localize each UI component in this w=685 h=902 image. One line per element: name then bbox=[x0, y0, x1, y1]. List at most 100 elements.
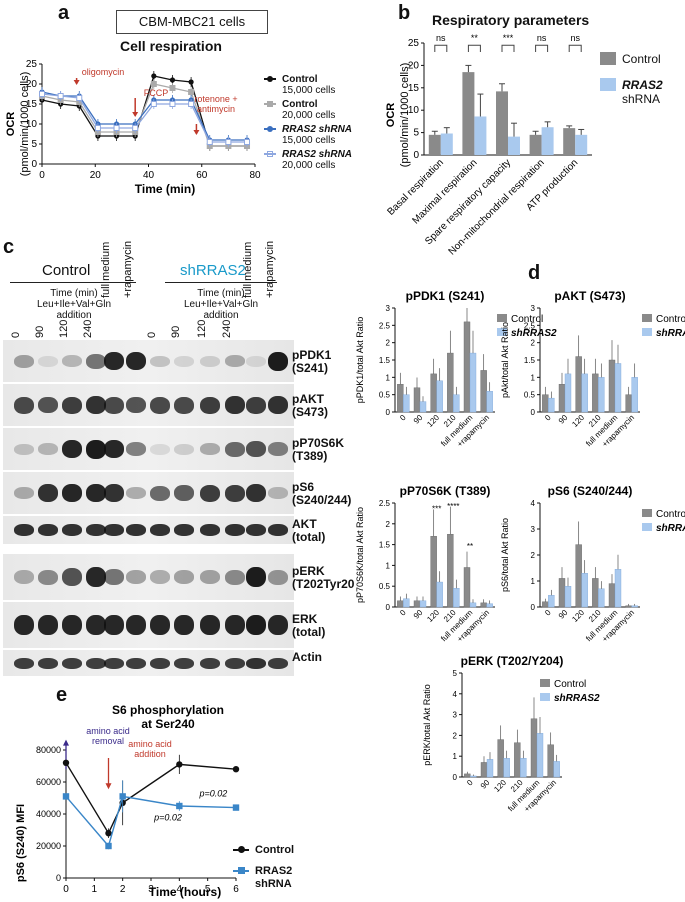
y-tick-label: 1 bbox=[531, 373, 536, 382]
bar bbox=[403, 598, 410, 608]
cell-line-header: CBM-MBC21 cells bbox=[116, 10, 268, 34]
significance-label: ** bbox=[467, 542, 473, 551]
lane-label: 240 bbox=[82, 319, 94, 338]
y-tick-label: 3 bbox=[531, 304, 536, 313]
data-point bbox=[188, 79, 194, 85]
significance-label: *** bbox=[503, 33, 514, 43]
y-tick-label: 40000 bbox=[36, 809, 61, 819]
legend-swatch bbox=[642, 523, 652, 531]
blot-band bbox=[246, 356, 266, 367]
y-tick-label: 2 bbox=[386, 520, 391, 529]
y-tick-label: 0.5 bbox=[379, 391, 391, 400]
data-point bbox=[62, 793, 70, 800]
time-label-control: Time (min) Leu+Ile+Val+Gln addition bbox=[36, 288, 112, 321]
panel-e-title-2: at Ser240 bbox=[141, 717, 195, 731]
bar bbox=[631, 377, 638, 413]
treatment-arrowhead bbox=[132, 112, 139, 117]
blot-band bbox=[126, 658, 146, 669]
y-tick-label: 0 bbox=[531, 408, 536, 417]
panel-b-title: Respiratory parameters bbox=[432, 12, 590, 28]
blot-band bbox=[246, 567, 266, 587]
data-point bbox=[151, 73, 157, 79]
y-tick-label: 0 bbox=[386, 408, 391, 417]
data-point bbox=[76, 95, 83, 101]
bar bbox=[486, 603, 493, 608]
legend-label: shRRAS2 bbox=[511, 328, 557, 339]
blot-panel bbox=[3, 650, 294, 676]
legend-item: Control 20,000 cells bbox=[262, 99, 352, 121]
bar bbox=[625, 394, 632, 413]
legend-item: RRAS2 shRNA 20,000 cells bbox=[262, 149, 352, 171]
blot-band bbox=[38, 443, 58, 455]
bar bbox=[419, 401, 427, 413]
data-point bbox=[232, 766, 240, 773]
y-tick-label: 1.5 bbox=[379, 541, 391, 550]
y-tick-label: 2.5 bbox=[379, 321, 391, 330]
blot-band bbox=[62, 524, 82, 536]
y-tick-label: 2.5 bbox=[379, 499, 391, 508]
group-label-control: Control bbox=[42, 262, 91, 279]
y-tick-label: 1 bbox=[453, 752, 458, 761]
bar bbox=[529, 134, 542, 155]
chart-title: pAKT (S473) bbox=[554, 289, 625, 303]
blot-band bbox=[225, 615, 245, 635]
x-tick-label: 120 bbox=[570, 413, 586, 429]
data-point bbox=[132, 125, 139, 131]
blot-band bbox=[104, 484, 124, 502]
x-tick-label: 0 bbox=[398, 413, 408, 423]
blot-band bbox=[14, 658, 34, 669]
data-point bbox=[105, 830, 112, 837]
legend-label: shRRAS2 bbox=[656, 328, 685, 339]
significance-bracket bbox=[434, 44, 448, 52]
blot-band bbox=[268, 570, 288, 585]
group-label-shrras2: shRRAS2 bbox=[180, 262, 246, 279]
bar bbox=[413, 600, 421, 608]
y-tick-label: 0 bbox=[413, 150, 419, 161]
blot-band bbox=[86, 658, 106, 669]
blot-band bbox=[126, 615, 146, 635]
bar bbox=[548, 397, 555, 413]
blot-band bbox=[104, 352, 124, 370]
blot-band bbox=[38, 356, 58, 367]
bar bbox=[608, 359, 616, 413]
y-axis-label: pAkt/total Akt Ratio bbox=[500, 322, 510, 398]
data-point bbox=[150, 101, 157, 107]
bar bbox=[397, 384, 404, 413]
blot-label: pAKT (S473) bbox=[292, 392, 329, 419]
panel-letter-a: a bbox=[58, 2, 70, 24]
bar bbox=[486, 390, 493, 413]
bar bbox=[469, 352, 477, 413]
legend-swatch bbox=[497, 328, 507, 336]
legend-label: Control bbox=[656, 509, 685, 520]
blot-label: Actin bbox=[292, 650, 322, 664]
x-tick-label: 5 bbox=[205, 884, 211, 895]
blot-band bbox=[174, 615, 194, 635]
blot-band bbox=[62, 484, 82, 502]
y-tick-label: 2 bbox=[531, 339, 536, 348]
blot-band bbox=[174, 356, 194, 367]
time-label-shrras2: Time (min) Leu+Ile+Val+Gln addition bbox=[183, 288, 259, 321]
bar bbox=[480, 370, 487, 413]
x-tick-label: 120 bbox=[425, 413, 441, 429]
data-point bbox=[244, 139, 251, 145]
y-tick-label: 0 bbox=[31, 159, 37, 170]
data-point bbox=[57, 93, 64, 99]
panel-e-legend: Control RRAS2 shRNA bbox=[233, 844, 294, 891]
blot-band bbox=[174, 524, 194, 536]
annotation-rotenone: rotenone + bbox=[194, 94, 237, 104]
x-tick-label: Basal respiration bbox=[385, 157, 445, 217]
y-label-mfi: pS6 (S240) MFI bbox=[15, 804, 27, 882]
data-point bbox=[232, 804, 240, 811]
bar bbox=[470, 775, 477, 778]
blot-label: pS6 (S240/244) bbox=[292, 480, 352, 507]
legend-label: shRRAS2 bbox=[554, 693, 600, 704]
data-point bbox=[188, 89, 195, 95]
blot-band bbox=[174, 444, 194, 455]
x-tick-label: 0 bbox=[398, 608, 408, 618]
y-axis-label: pPDK1/total Akt Ratio bbox=[355, 317, 365, 404]
legend-swatch bbox=[642, 328, 652, 336]
y-tick-label: 1 bbox=[386, 561, 391, 570]
blot-band bbox=[225, 396, 245, 414]
blot-band bbox=[62, 355, 82, 367]
blot-band bbox=[62, 397, 82, 414]
